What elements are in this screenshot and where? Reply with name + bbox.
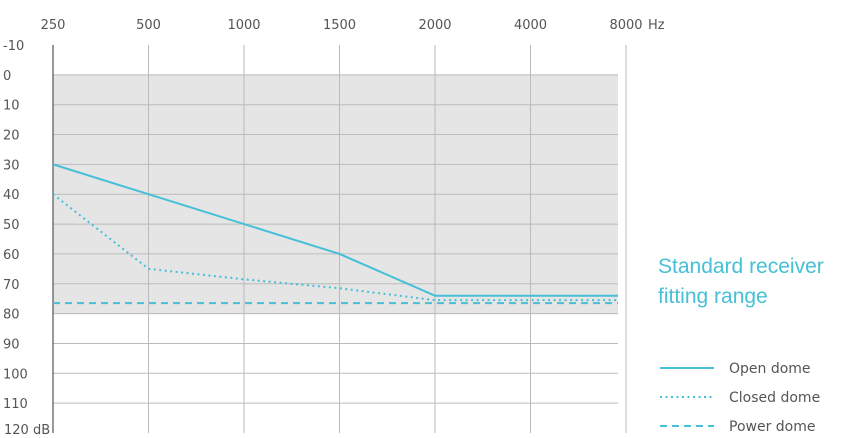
chart-title-line-2: fitting range xyxy=(658,285,768,308)
y-tick-label: 110 xyxy=(3,397,28,412)
series-line-open-dome xyxy=(52,163,618,297)
y-tick-label: 10 xyxy=(3,99,20,114)
x-tick-label: 1000 xyxy=(227,18,260,33)
legend-label: Power dome xyxy=(729,419,815,435)
x-tick-label: 250 xyxy=(41,18,66,33)
y-tick-label: 20 xyxy=(3,129,20,144)
x-tick-label: 2000 xyxy=(418,18,451,33)
y-tick-label: 40 xyxy=(3,188,20,203)
y-tick-label: 80 xyxy=(3,308,20,323)
legend-label: Open dome xyxy=(729,361,811,377)
y-tick-label: 100 xyxy=(3,367,28,382)
chart-title-line-1: Standard receiver xyxy=(658,255,824,278)
x-tick-label: 1500 xyxy=(323,18,356,33)
x-tick-label: 8000 xyxy=(609,18,642,33)
y-tick-label: -10 xyxy=(3,39,24,54)
y-tick-label: 120 dB xyxy=(4,423,50,438)
y-tick-label: 50 xyxy=(3,218,20,233)
x-tick-label: 500 xyxy=(136,18,161,33)
y-tick-label: 60 xyxy=(3,248,20,263)
y-tick-label: 30 xyxy=(3,158,20,173)
legend: Open dome Closed dome Power dome xyxy=(660,361,820,435)
x-tick-label: 4000 xyxy=(514,18,547,33)
x-unit-label: Hz xyxy=(648,18,665,33)
y-tick-label: 0 xyxy=(3,69,11,84)
y-tick-label: 90 xyxy=(3,337,20,352)
y-tick-label: 70 xyxy=(3,278,20,293)
series-line-closed-dome xyxy=(52,193,618,302)
legend-label: Closed dome xyxy=(729,390,820,406)
